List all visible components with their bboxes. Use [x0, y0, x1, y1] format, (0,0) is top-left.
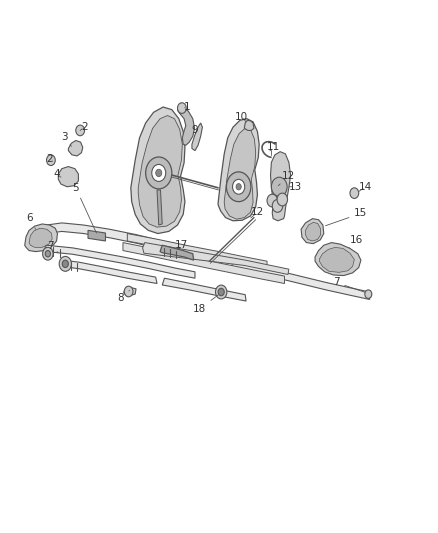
- Circle shape: [46, 155, 55, 165]
- Text: 14: 14: [359, 182, 372, 192]
- Polygon shape: [43, 245, 195, 278]
- Polygon shape: [319, 247, 354, 272]
- Text: 11: 11: [267, 142, 280, 152]
- Polygon shape: [88, 230, 106, 241]
- Polygon shape: [232, 261, 370, 300]
- Text: 7: 7: [48, 241, 58, 253]
- Polygon shape: [218, 119, 259, 221]
- Text: 12: 12: [251, 207, 264, 218]
- Text: 15: 15: [325, 208, 367, 225]
- Circle shape: [62, 260, 68, 268]
- Circle shape: [124, 286, 133, 297]
- Circle shape: [59, 256, 71, 271]
- Text: 13: 13: [289, 182, 302, 192]
- Text: 18: 18: [193, 295, 219, 314]
- Circle shape: [350, 188, 359, 198]
- Circle shape: [272, 177, 287, 196]
- Polygon shape: [123, 243, 285, 284]
- Circle shape: [226, 172, 251, 201]
- Polygon shape: [301, 219, 324, 244]
- Polygon shape: [305, 222, 321, 241]
- Circle shape: [267, 194, 278, 207]
- Text: 3: 3: [61, 132, 71, 147]
- Circle shape: [215, 285, 227, 299]
- Circle shape: [218, 288, 224, 296]
- Circle shape: [152, 165, 166, 181]
- Text: 4: 4: [53, 169, 61, 179]
- Polygon shape: [192, 123, 202, 151]
- Polygon shape: [143, 243, 289, 274]
- Circle shape: [365, 290, 372, 298]
- Text: 16: 16: [349, 235, 363, 248]
- Text: 7: 7: [333, 278, 365, 292]
- Polygon shape: [127, 233, 267, 269]
- Polygon shape: [25, 224, 57, 252]
- Polygon shape: [61, 260, 157, 284]
- Polygon shape: [138, 116, 182, 227]
- Circle shape: [236, 183, 241, 190]
- Circle shape: [76, 125, 85, 136]
- Circle shape: [42, 247, 53, 260]
- Polygon shape: [124, 287, 136, 296]
- Text: 8: 8: [117, 290, 130, 303]
- Polygon shape: [68, 141, 83, 156]
- Polygon shape: [271, 152, 290, 221]
- Polygon shape: [177, 107, 194, 146]
- Polygon shape: [58, 166, 78, 187]
- Polygon shape: [224, 128, 256, 219]
- Polygon shape: [244, 120, 254, 131]
- Polygon shape: [39, 223, 208, 259]
- Polygon shape: [157, 190, 162, 225]
- Circle shape: [272, 199, 283, 212]
- Polygon shape: [160, 245, 194, 260]
- Polygon shape: [29, 228, 52, 247]
- Circle shape: [45, 251, 50, 257]
- Text: 5: 5: [72, 183, 96, 233]
- Text: 1: 1: [184, 102, 191, 112]
- Text: 17: 17: [175, 240, 188, 250]
- Circle shape: [277, 193, 288, 206]
- Polygon shape: [315, 243, 361, 276]
- Circle shape: [177, 103, 186, 114]
- Polygon shape: [162, 278, 246, 301]
- Text: 12: 12: [279, 171, 295, 185]
- Polygon shape: [131, 107, 185, 233]
- Text: 2: 2: [80, 122, 88, 132]
- Text: 6: 6: [26, 213, 35, 229]
- Circle shape: [233, 179, 245, 194]
- Text: 10: 10: [235, 111, 248, 122]
- Circle shape: [146, 157, 172, 189]
- Circle shape: [155, 169, 162, 176]
- Text: 2: 2: [46, 154, 53, 164]
- Text: 9: 9: [192, 125, 198, 135]
